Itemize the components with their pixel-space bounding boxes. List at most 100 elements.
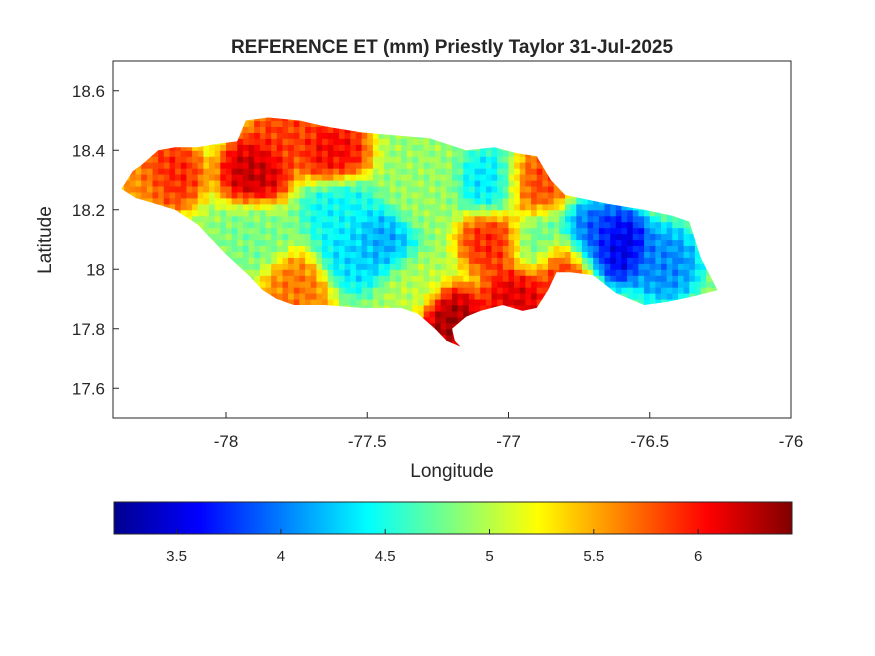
heat-cell — [565, 251, 572, 258]
heat-cell — [344, 221, 351, 229]
heat-cell — [440, 227, 447, 235]
heat-cell — [598, 239, 606, 246]
heat-cell — [525, 257, 532, 264]
heat-cell — [209, 162, 216, 169]
heat-cell — [327, 138, 334, 145]
heat-cell — [644, 299, 651, 306]
heat-cell — [542, 186, 549, 193]
heat-cell — [632, 227, 639, 235]
heat-cell — [452, 257, 459, 264]
heat-cell — [378, 275, 385, 282]
heat-cell — [587, 221, 594, 229]
heat-cell — [632, 209, 639, 217]
heat-cell — [355, 287, 363, 294]
heat-cell — [271, 126, 278, 133]
heat-cell — [384, 227, 391, 235]
heat-cell — [446, 275, 453, 282]
heat-cell — [248, 138, 255, 145]
heat-cell — [508, 215, 515, 223]
heat-cell — [389, 263, 396, 270]
chart-title: REFERENCE ET (mm) Priestly Taylor 31-Jul… — [231, 37, 673, 58]
heat-cell — [412, 293, 419, 300]
heat-cell — [525, 162, 532, 169]
heat-cell — [440, 180, 447, 187]
heat-cell — [649, 281, 656, 288]
heat-cell — [565, 233, 572, 241]
heat-cell — [378, 233, 385, 241]
heat-cell — [237, 209, 244, 217]
heat-cell — [372, 180, 380, 187]
heat-cell — [322, 144, 329, 151]
heat-cell — [389, 269, 396, 276]
heat-cell — [559, 221, 566, 229]
heat-cell — [678, 221, 685, 229]
heat-cell — [344, 191, 351, 199]
heat-cell — [242, 245, 250, 252]
heat-cell — [316, 281, 323, 288]
heat-cell — [271, 162, 278, 169]
heat-cell — [525, 293, 532, 300]
heat-cell — [649, 299, 656, 306]
heat-cell — [576, 263, 583, 270]
heat-cell — [548, 233, 555, 241]
heat-cell — [339, 191, 346, 199]
heat-cell — [226, 150, 233, 157]
heat-cell — [406, 233, 413, 241]
heat-cell — [293, 257, 300, 264]
heat-cell — [519, 174, 526, 181]
heat-cell — [468, 251, 476, 258]
heat-cell — [316, 257, 323, 264]
heat-cell — [242, 257, 250, 264]
heat-cell — [593, 239, 600, 246]
heat-cell — [288, 287, 295, 294]
heat-cell — [412, 299, 419, 306]
heat-cell — [683, 263, 690, 270]
heat-cell — [192, 197, 199, 205]
heat-cell — [226, 251, 233, 258]
heat-cell — [361, 209, 368, 217]
heat-cell — [548, 180, 555, 187]
heat-cell — [457, 239, 464, 246]
heat-cell — [435, 162, 442, 169]
heat-cell — [361, 138, 368, 145]
heat-cell — [146, 180, 154, 187]
heat-cell — [689, 251, 696, 258]
heat-cell — [565, 215, 572, 223]
heat-cell — [339, 162, 346, 169]
heat-cell — [214, 209, 221, 217]
heat-cell — [322, 197, 329, 205]
heat-cell — [242, 126, 250, 133]
heat-cell — [474, 221, 481, 229]
heat-cell — [395, 162, 402, 169]
heat-cell — [299, 239, 306, 246]
heat-cell — [525, 275, 532, 282]
heat-cell — [214, 174, 221, 181]
heat-cell — [265, 275, 272, 282]
heat-cell — [700, 281, 707, 288]
heat-cell — [372, 221, 380, 229]
heat-cell — [598, 269, 606, 276]
heat-cell — [350, 287, 357, 294]
heat-cell — [531, 257, 538, 264]
heat-cell — [457, 180, 464, 187]
heat-cell — [468, 150, 476, 157]
heat-cell — [355, 209, 363, 217]
heat-cell — [429, 269, 436, 276]
heat-cell — [350, 150, 357, 157]
heat-cell — [452, 221, 459, 229]
heat-cell — [282, 168, 289, 175]
heat-cell — [401, 305, 408, 312]
heat-cell — [536, 293, 543, 300]
heat-cell — [322, 251, 329, 258]
heat-cell — [638, 215, 645, 223]
heat-cell — [322, 186, 329, 193]
heat-cell — [548, 215, 555, 223]
heat-cell — [203, 156, 210, 163]
heat-cell — [655, 221, 662, 229]
heat-cell — [288, 156, 295, 163]
heat-cell — [423, 275, 430, 282]
heat-cell — [316, 150, 323, 157]
heat-cell — [248, 233, 255, 241]
heat-cell — [474, 191, 481, 199]
heat-cell — [254, 263, 261, 270]
